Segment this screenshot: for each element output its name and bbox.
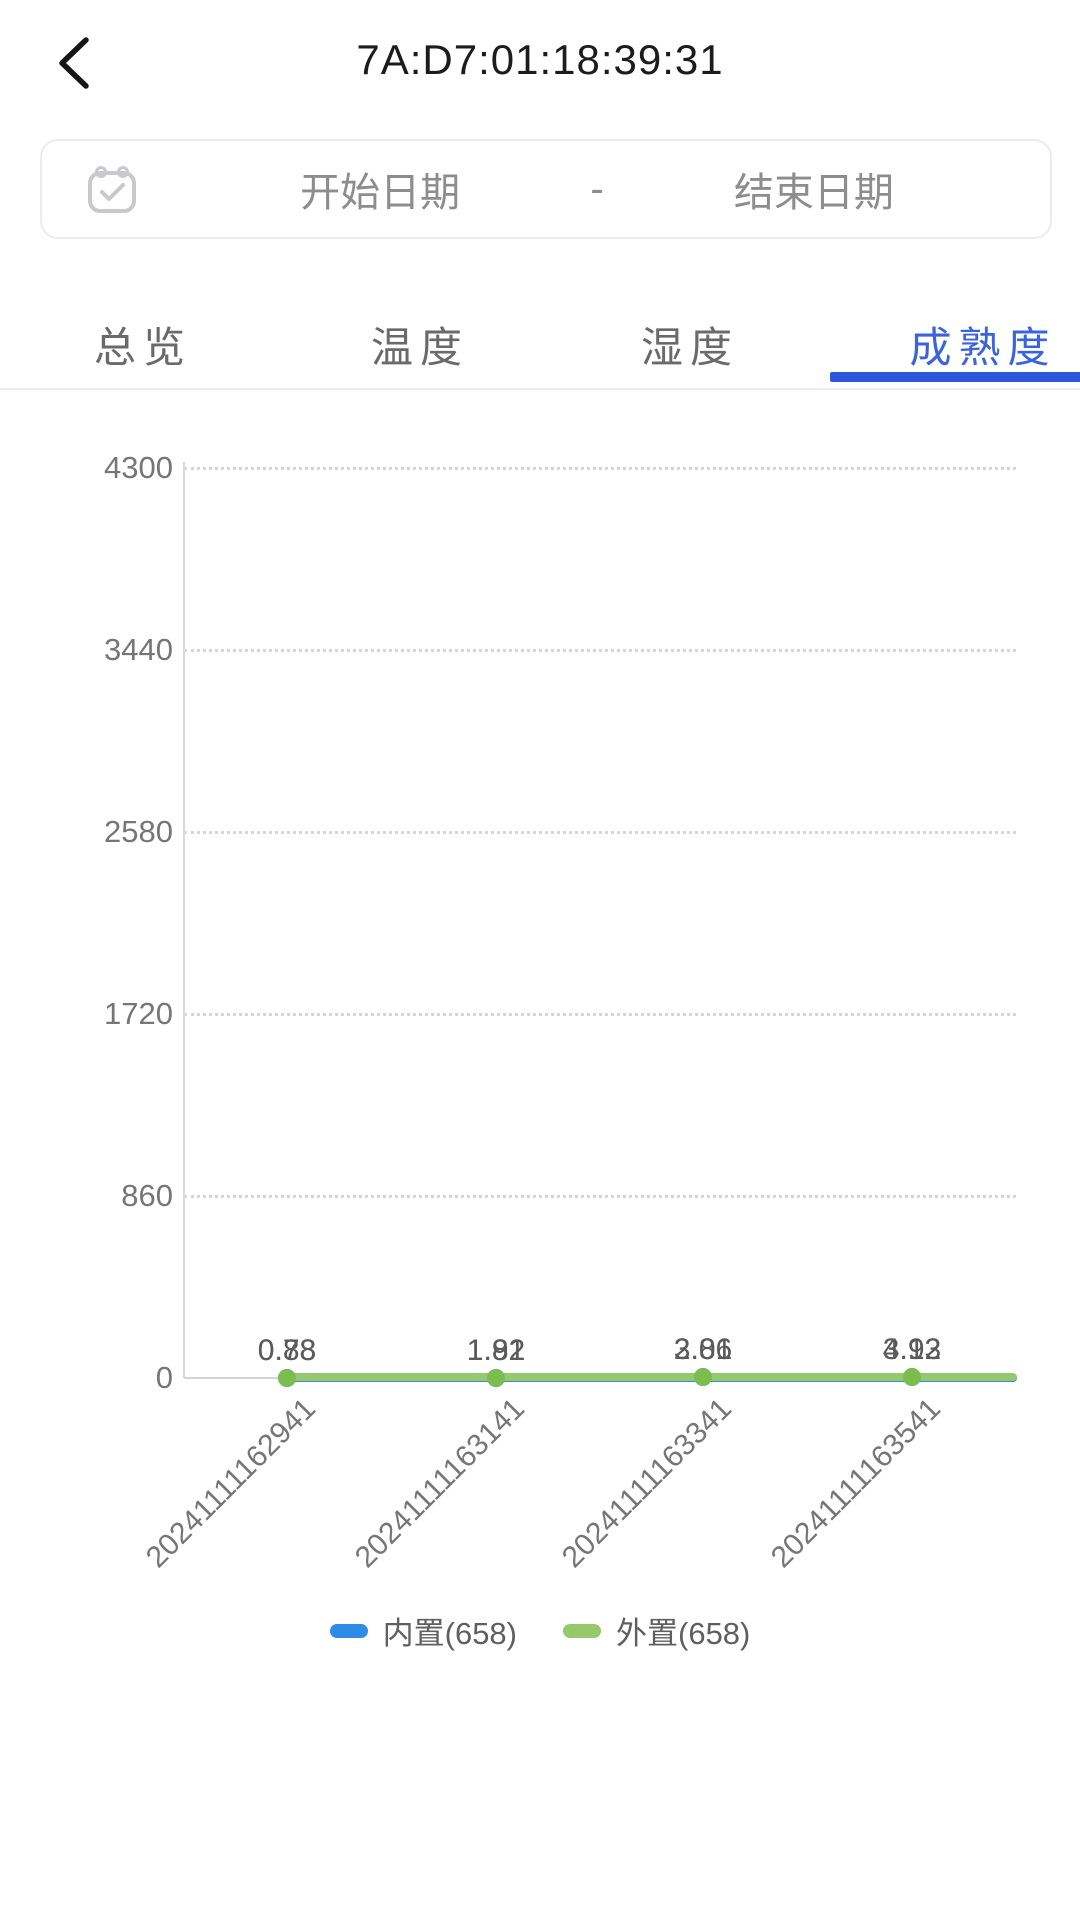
active-tab-indicator (830, 372, 1080, 382)
legend-label: 外置(658) (616, 1616, 751, 1651)
legend-item-external[interactable]: 外置(658) (563, 1608, 750, 1653)
x-axis-label: 20241111163341 (556, 1392, 739, 1575)
calendar-icon (88, 166, 136, 213)
x-axis-label: 20241111163141 (349, 1392, 532, 1575)
y-axis-label: 1720 (104, 996, 173, 1031)
gridline (184, 467, 1016, 470)
chart-legend: 内置(658) 外置(658) (0, 1608, 1080, 1653)
data-point-label: 3.01 (673, 1333, 733, 1366)
maturity-line-chart[interactable]: 0 860 1720 2580 3440 4300 0.78 1.81 2.86 3.92 0.88… (0, 390, 1080, 1920)
date-range-picker[interactable]: 开始日期 - 结束日期 (40, 139, 1052, 239)
gridline (184, 649, 1016, 652)
page-title: 7A:D7:01:18:39:31 (356, 36, 724, 83)
gridline (184, 1195, 1016, 1198)
legend-swatch (563, 1623, 601, 1638)
data-point-label: 1.92 (466, 1334, 526, 1367)
legend-swatch (329, 1623, 368, 1638)
back-icon[interactable] (46, 32, 102, 94)
y-axis-label: 860 (121, 1178, 173, 1213)
tab-separator-line (0, 388, 1080, 390)
start-date-field[interactable]: 开始日期 (300, 171, 461, 215)
x-axis-label: 20241111162941 (140, 1392, 323, 1575)
y-axis-label: 0 (155, 1360, 173, 1395)
data-point-label: 2.86 (673, 1333, 733, 1366)
data-point[interactable] (694, 1368, 712, 1386)
end-date-field[interactable]: 结束日期 (733, 171, 894, 215)
data-point-label: 0.78 (257, 1334, 317, 1367)
y-axis-label: 4300 (104, 450, 173, 485)
y-axis-label: 2580 (104, 814, 173, 849)
data-point-label: 3.92 (882, 1333, 942, 1366)
tab-maturity[interactable]: 成熟度 (909, 324, 1057, 371)
date-range-separator: - (590, 166, 604, 211)
tab-overview[interactable]: 总览 (93, 324, 193, 371)
series-line-external (287, 1373, 1017, 1381)
data-point[interactable] (278, 1369, 296, 1387)
x-axis-label: 20241111163541 (765, 1392, 948, 1575)
data-point[interactable] (487, 1369, 505, 1387)
legend-label: 内置(658) (382, 1616, 517, 1651)
tab-humidity[interactable]: 湿度 (640, 324, 740, 371)
data-point-label: 1.81 (466, 1334, 526, 1367)
data-point-label: 4.13 (882, 1333, 942, 1366)
gridline (184, 831, 1016, 834)
tab-temperature[interactable]: 温度 (370, 324, 470, 371)
y-axis-label: 3440 (104, 632, 173, 667)
y-axis-line (183, 462, 185, 1378)
data-point[interactable] (903, 1368, 921, 1386)
legend-item-internal[interactable]: 内置(658) (329, 1608, 517, 1653)
gridline (184, 1013, 1016, 1016)
data-point-label: 0.88 (257, 1334, 317, 1367)
